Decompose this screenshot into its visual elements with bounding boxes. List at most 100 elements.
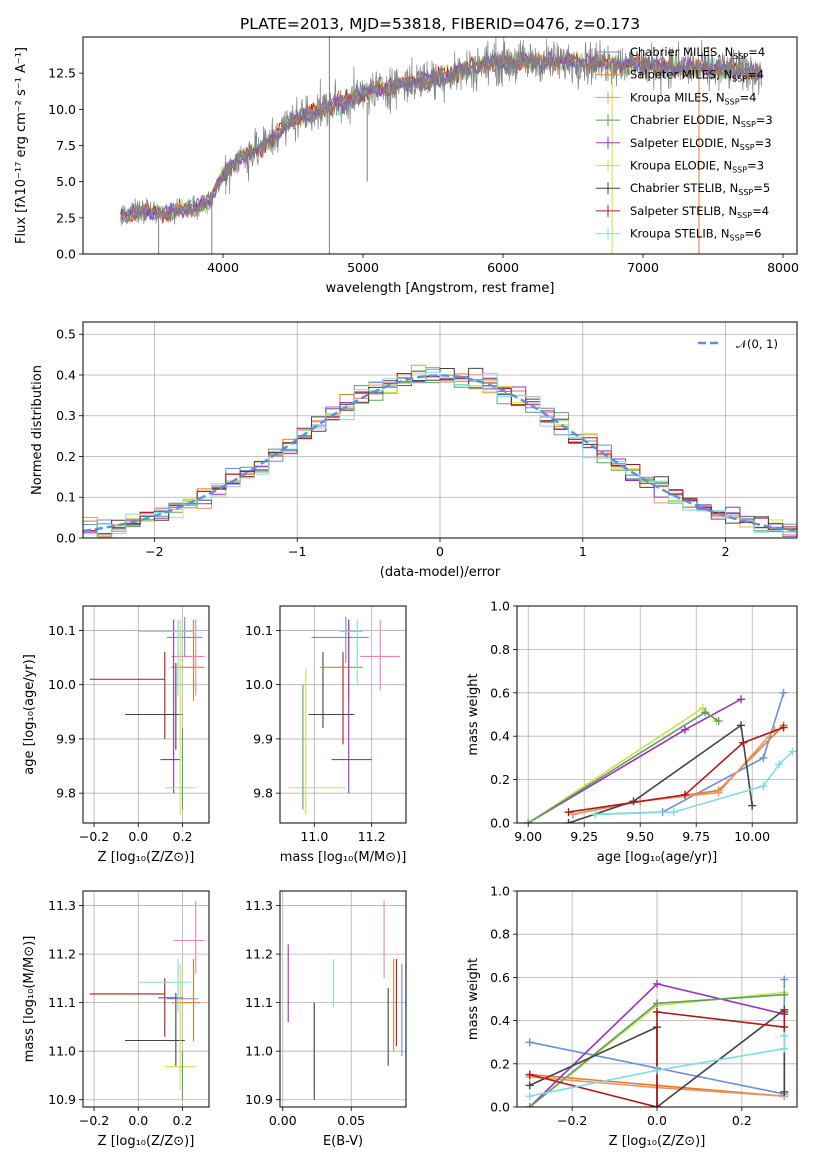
spectrum-legend: Chabrier MILES, NSSP=4 Salpeter MILES, NS… <box>596 45 773 243</box>
spectrum-axes: 4000 5000 6000 7000 8000 0.0 2.5 5.0 7.5 10.0 12.5… <box>14 47 799 296</box>
mass-weight-vs-Z-axes: −0.2 0.0 0.2 0.0 0.2 0.4 0.6 0.8 1.0 Z [log₁₀(Z/Z… <box>466 884 797 1149</box>
mass-weight-vs-age-xtick-label: 9.25 <box>570 829 598 844</box>
figure-title: PLATE=2013, MJD=53818, FIBERID=0476, z=0… <box>240 15 640 33</box>
mass-weight-vs-Z-xlabel: Z [log₁₀(Z/Z⊙)] <box>609 1134 706 1149</box>
mass-vs-Z-ytick-label: 11.0 <box>48 1044 76 1059</box>
mass-vs-EBV-xtick-label: 0.00 <box>269 1113 297 1128</box>
legend-label: Salpeter ELODIE, NSSP=3 <box>630 136 772 152</box>
age-vs-Z-ytick-label: 10.1 <box>48 623 76 638</box>
mass-vs-Z-ytick-label: 11.1 <box>48 995 76 1010</box>
mass-vs-EBV-xtick-label: 0.05 <box>337 1113 365 1128</box>
mass-weight-vs-Z-ytick-label: 0.0 <box>490 1100 510 1115</box>
spectrum-frame <box>82 36 798 255</box>
legend-label: 𝒩(0, 1) <box>736 337 778 351</box>
mass-weight-vs-age-lines <box>524 688 797 823</box>
spectrum-xtick-label: 6000 <box>487 260 519 275</box>
mass-weight-vs-Z-frame <box>516 890 798 1108</box>
age-vs-Z-ylabel: age [log₁₀(age/yr)] <box>22 654 37 775</box>
mass-vs-Z-ytick-label: 11.3 <box>48 898 76 913</box>
age-vs-Z-xlabel: Z [log₁₀(Z/Z⊙)] <box>98 850 195 865</box>
age-vs-mass-frame <box>279 605 407 824</box>
mass-weight-line <box>568 726 784 813</box>
legend-label: Chabrier STELIB, NSSP=5 <box>630 181 770 197</box>
legend-label: Chabrier MILES, NSSP=4 <box>630 45 765 61</box>
residuals-ytick-label: 0.5 <box>56 327 76 342</box>
residuals-xtick-label: −2 <box>145 544 163 559</box>
age-vs-Z-ytick-label: 9.9 <box>56 731 76 746</box>
normal-curve <box>83 374 797 533</box>
mass-vs-EBV-axes: 0.00 0.05 10.9 11.0 11.1 11.2 11.3 E(B-V) <box>245 891 406 1149</box>
mass-weight-vs-Z-ytick-label: 0.6 <box>490 970 510 985</box>
mass-weight-vs-age-axes: 9.00 9.25 9.50 9.75 10.00 0.0 0.2 0.4 0.6 0.8 1.0 a… <box>466 599 797 865</box>
residuals-xtick-label: 2 <box>722 544 730 559</box>
mass-vs-EBV-ytick-label: 11.3 <box>245 898 273 913</box>
spectrum-ylabel: Flux [fλ10⁻¹⁷ erg cm⁻² s⁻¹ A⁻¹] <box>14 47 29 244</box>
mass-weight-vs-age-ytick-label: 0.6 <box>490 685 510 700</box>
legend-label: Kroupa ELODIE, NSSP=3 <box>630 159 764 175</box>
mass-weight-vs-Z-ylabel: mass weight <box>466 958 481 1040</box>
age-vs-Z-xtick-label: 0.0 <box>128 829 148 844</box>
age-vs-mass-ytick-label: 10.0 <box>245 677 273 692</box>
residuals-ytick-label: 0.0 <box>56 531 76 546</box>
age-vs-mass-axes: 11.0 11.2 9.8 9.9 10.0 10.1 mass [log₁₀(M/M⊙)] <box>245 606 406 865</box>
observed-spectrum-line <box>120 37 763 225</box>
spectrum-xtick-label: 7000 <box>627 260 659 275</box>
age-vs-mass-xtick-label: 11.0 <box>300 829 328 844</box>
mass-vs-Z-xtick-label: 0.2 <box>173 1113 193 1128</box>
residuals-xtick-label: −1 <box>288 544 306 559</box>
mass-weight-vs-Z-xtick-label: −0.2 <box>557 1113 587 1128</box>
residuals-xlabel: (data-model)/error <box>380 565 501 580</box>
age-vs-mass-xtick-label: 11.2 <box>358 829 386 844</box>
mass-vs-Z-xlabel: Z [log₁₀(Z/Z⊙)] <box>98 1134 195 1149</box>
mass-vs-EBV-ytick-label: 11.1 <box>245 995 273 1010</box>
mass-weight-line <box>529 1035 786 1097</box>
mass-vs-Z-xtick-label: 0.0 <box>128 1113 148 1128</box>
spectrum-ytick-label: 12.5 <box>48 66 76 81</box>
mass-weight-vs-Z-ytick-label: 0.8 <box>490 927 510 942</box>
legend-label: Kroupa STELIB, NSSP=6 <box>630 227 761 243</box>
mass-vs-Z-axes: −0.2 0.0 0.2 10.9 11.0 11.1 11.2 11.3 Z [log₁₀(Z… <box>22 891 209 1149</box>
mass-weight-vs-age-xtick-label: 9.00 <box>514 829 542 844</box>
mass-weight-vs-age-ylabel: mass weight <box>466 673 481 755</box>
residuals-frame <box>82 321 798 539</box>
residuals-ytick-label: 0.3 <box>56 408 76 423</box>
spectrum-xlabel: wavelength [Angstrom, rest frame] <box>326 281 555 296</box>
spectrum-ytick-label: 0.0 <box>56 247 76 262</box>
legend-label: Chabrier ELODIE, NSSP=3 <box>630 113 773 129</box>
residual-histogram <box>83 371 797 538</box>
age-vs-Z-ytick-label: 10.0 <box>48 677 76 692</box>
mass-weight-vs-Z-lines <box>525 975 789 1107</box>
spectrum-ytick-label: 5.0 <box>56 174 76 189</box>
mass-weight-line <box>568 723 753 823</box>
spectrum-xtick-label: 5000 <box>347 260 379 275</box>
age-vs-mass-xlabel: mass [log₁₀(M/M⊙)] <box>280 850 407 865</box>
mass-weight-vs-Z-xtick-label: 0.2 <box>732 1113 752 1128</box>
spectrum-lines <box>120 37 763 254</box>
residuals-ytick-label: 0.2 <box>56 449 76 464</box>
age-vs-mass-ytick-label: 9.9 <box>253 731 273 746</box>
mass-weight-vs-age-ytick-label: 1.0 <box>490 599 510 614</box>
residuals-axes: −2 −1 0 1 2 0.0 0.1 0.2 0.3 0.4 0.5 (data-model)/er… <box>30 322 797 580</box>
spectrum-ytick-label: 2.5 <box>56 210 76 225</box>
mass-weight-vs-Z-ytick-label: 1.0 <box>490 884 510 899</box>
mass-vs-Z-frame <box>82 890 210 1108</box>
mass-weight-vs-age-xtick-label: 10.00 <box>734 829 770 844</box>
mass-weight-vs-age-xtick-label: 9.75 <box>682 829 710 844</box>
residuals-ylabel: Normed distribution <box>30 365 45 495</box>
legend-label: Salpeter STELIB, NSSP=4 <box>630 204 769 220</box>
age-vs-Z-frame <box>82 605 210 824</box>
mass-vs-Z-xtick-label: −0.2 <box>79 1113 109 1128</box>
residuals-ytick-label: 0.1 <box>56 490 76 505</box>
spectrum-xtick-label: 8000 <box>767 260 799 275</box>
age-vs-Z-xtick-label: 0.2 <box>173 829 193 844</box>
mass-weight-line <box>527 698 742 823</box>
mass-vs-EBV-ytick-label: 10.9 <box>245 1092 273 1107</box>
residuals-xtick-label: 1 <box>579 544 587 559</box>
mass-weight-vs-age-frame <box>516 605 798 824</box>
mass-vs-EBV-frame <box>279 890 407 1108</box>
mass-weight-vs-age-ytick-label: 0.8 <box>490 642 510 657</box>
residual-histograms <box>83 364 797 538</box>
age-vs-mass-ytick-label: 9.8 <box>253 786 273 801</box>
mass-vs-EBV-ytick-label: 11.0 <box>245 1044 273 1059</box>
